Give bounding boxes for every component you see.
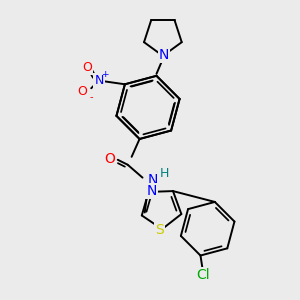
Text: +: + [101, 70, 109, 79]
Text: O: O [77, 85, 87, 98]
Text: O: O [104, 152, 115, 166]
Text: N: N [94, 74, 104, 87]
Text: Cl: Cl [196, 268, 210, 282]
Text: S: S [155, 223, 164, 237]
Text: -: - [89, 92, 93, 102]
Text: H: H [160, 167, 169, 180]
Text: N: N [147, 172, 158, 187]
Text: N: N [146, 184, 157, 198]
Text: O: O [82, 61, 92, 74]
Text: N: N [159, 48, 169, 62]
